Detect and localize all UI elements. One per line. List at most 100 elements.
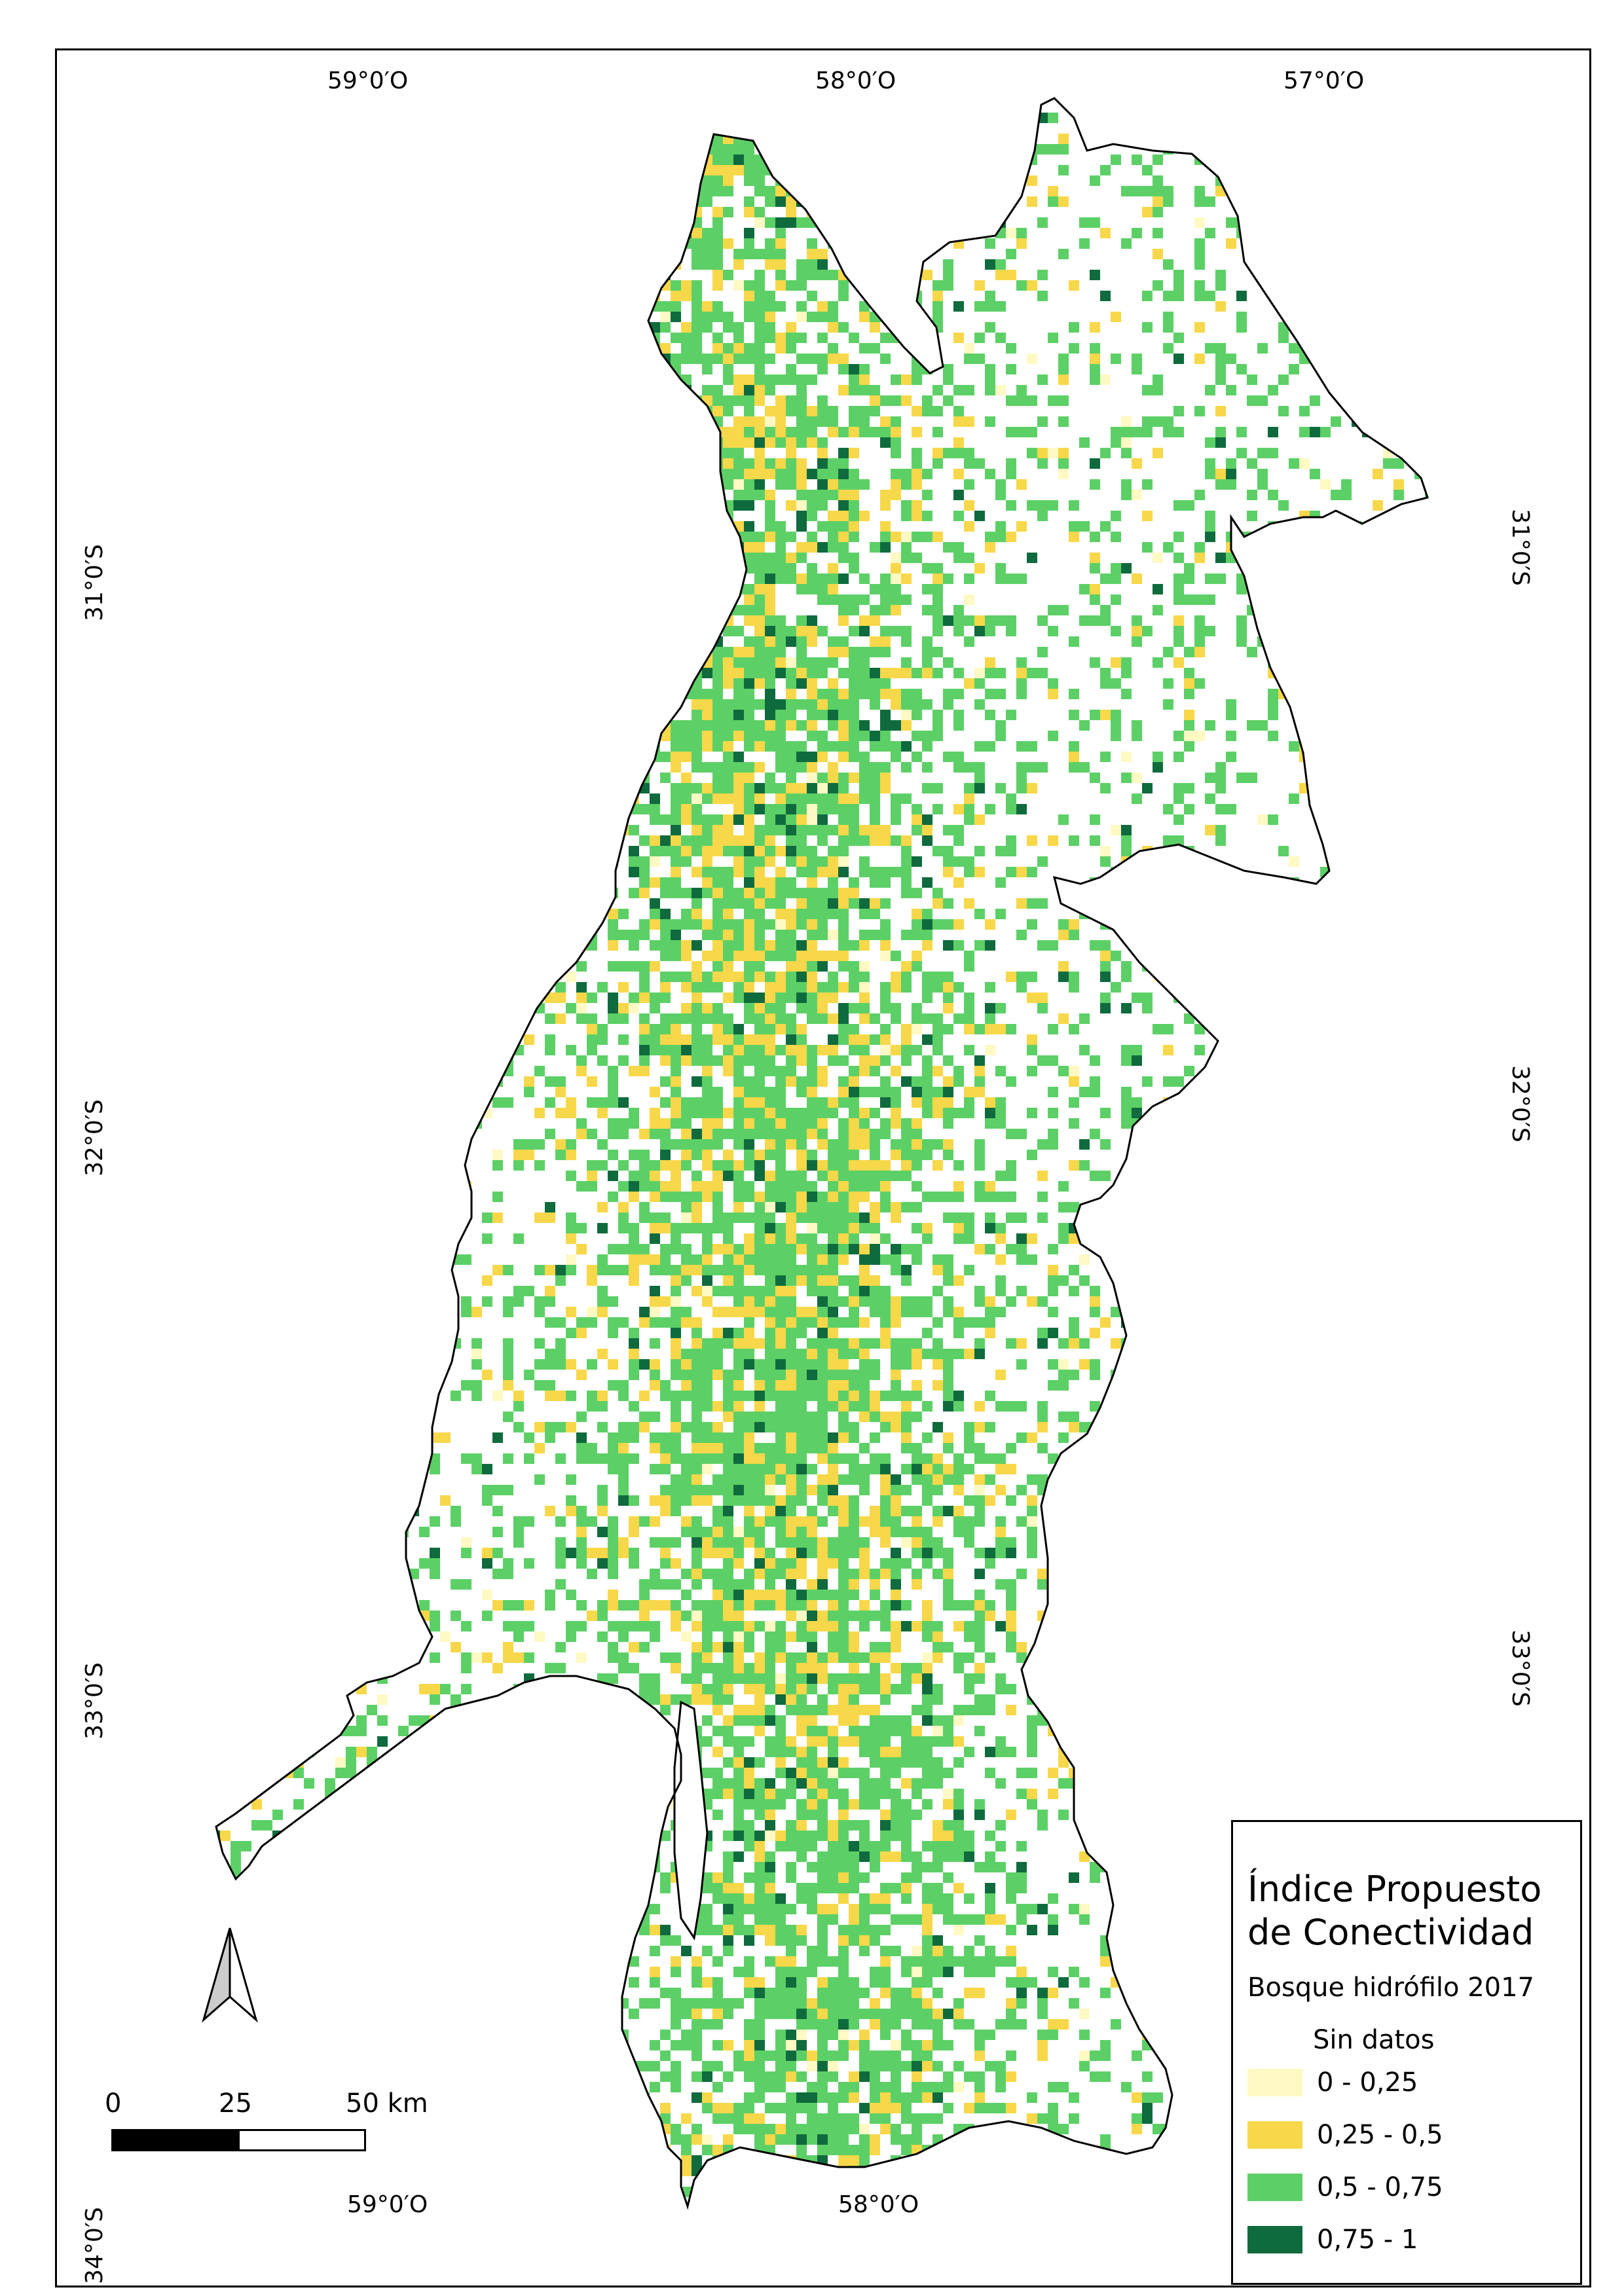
raster-cell [733,668,744,678]
raster-cell [1414,605,1425,615]
raster-cell [482,993,492,1003]
raster-cell [545,689,555,699]
raster-cell [566,574,576,584]
raster-cell [629,1244,639,1254]
raster-cell [377,678,388,689]
raster-cell [618,123,629,134]
raster-cell [1362,919,1373,930]
raster-cell [859,207,870,217]
raster-cell [1215,574,1226,584]
raster-cell [1404,448,1414,458]
raster-cell [566,354,576,364]
raster-cell [451,762,461,773]
raster-cell [555,521,566,532]
raster-cell [807,1160,817,1171]
raster-cell [765,406,775,416]
raster-cell [985,1192,995,1202]
raster-cell [1194,1129,1205,1139]
raster-cell [995,563,1006,574]
raster-cell [451,1034,461,1045]
raster-cell [440,542,451,553]
raster-cell [692,1223,702,1233]
raster-cell [1247,155,1257,165]
raster-cell [681,731,692,741]
raster-cell [932,1265,943,1275]
raster-cell [807,1275,817,1286]
raster-cell [262,877,272,888]
raster-cell [702,919,712,930]
raster-cell [1331,919,1341,930]
raster-cell [524,238,534,249]
raster-cell [1236,448,1247,458]
raster-cell [1142,888,1153,898]
raster-cell [828,825,838,835]
raster-cell [964,102,974,113]
raster-cell [1121,1118,1132,1129]
raster-cell [765,1181,775,1192]
raster-cell [733,553,744,563]
raster-cell [461,584,471,594]
raster-cell [1435,846,1446,856]
raster-cell [1435,699,1446,710]
raster-cell [828,804,838,814]
raster-cell [765,584,775,594]
raster-cell [838,668,849,678]
raster-cell [1027,762,1037,773]
raster-cell [1310,1160,1320,1171]
raster-cell [1006,343,1016,354]
raster-cell [618,689,629,699]
raster-cell [943,846,953,856]
raster-cell [995,1233,1006,1244]
raster-cell [974,102,985,113]
raster-cell [262,134,272,144]
raster-cell [262,846,272,856]
raster-cell [503,930,513,940]
raster-cell [754,678,765,689]
raster-cell [870,636,880,647]
raster-cell [1362,615,1373,626]
raster-cell [1016,1129,1027,1139]
raster-cell [891,574,901,584]
raster-cell [712,270,723,280]
raster-cell [325,574,335,584]
raster-cell [922,636,932,647]
raster-cell [817,1192,828,1202]
raster-cell [1393,856,1404,867]
raster-cell [985,615,995,626]
raster-cell [660,186,671,196]
raster-cell [1121,427,1132,437]
raster-cell [1414,448,1425,458]
raster-cell [660,563,671,574]
raster-cell [692,259,702,270]
raster-cell [880,1003,891,1013]
raster-cell [650,877,660,888]
raster-cell [901,165,912,175]
raster-cell [1414,280,1425,291]
raster-cell [671,217,681,228]
raster-cell [398,846,409,856]
raster-cell [807,982,817,993]
raster-cell [576,469,587,479]
raster-cell [566,741,576,752]
raster-cell [1184,647,1194,657]
raster-cell [880,720,891,731]
raster-cell [629,123,639,134]
raster-cell [828,993,838,1003]
raster-cell [335,1160,346,1171]
raster-cell [744,416,754,427]
raster-cell [576,993,587,1003]
raster-cell [828,1275,838,1286]
raster-cell [1331,228,1341,238]
raster-cell [880,574,891,584]
raster-cell [216,532,220,542]
raster-cell [807,155,817,165]
raster-cell [587,280,597,291]
raster-cell [922,741,932,752]
raster-cell [1215,1233,1226,1244]
raster-cell [765,699,775,710]
raster-cell [901,542,912,553]
raster-cell [671,1013,681,1024]
raster-cell [775,1045,786,1055]
raster-cell [1425,364,1428,374]
